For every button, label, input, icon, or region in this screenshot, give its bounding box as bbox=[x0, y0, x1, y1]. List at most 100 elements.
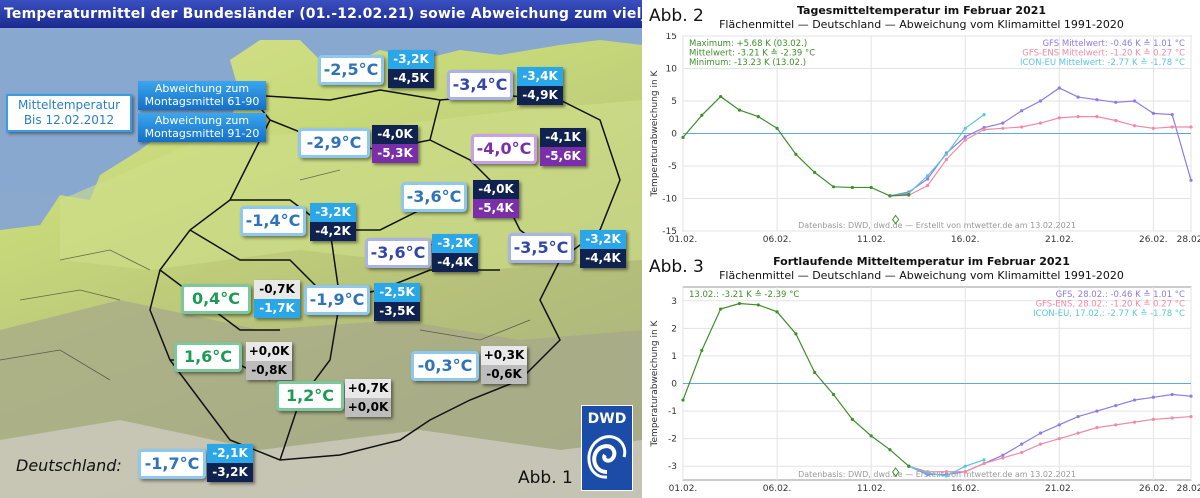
legend-main-line1: Mitteltemperatur bbox=[17, 98, 121, 112]
chart2-subtitle: Flächenmittel — Deutschland — Abweichung… bbox=[719, 269, 1124, 282]
deviation-91-20: -0,6K bbox=[481, 365, 527, 384]
series-point-gfs-ens bbox=[1095, 426, 1099, 430]
series-point-beobachtung bbox=[888, 448, 892, 452]
state-temperature-box: -0,3°C bbox=[411, 351, 479, 381]
info-right-line: GFS, 28.02.: -0.46 K ≙ 1.01 °C bbox=[1056, 290, 1185, 300]
figure-label-abb2: Abb. 2 bbox=[649, 6, 704, 26]
legend-deviation-91-20: Abweichung zum Montagsmittel 91-20 bbox=[138, 113, 266, 142]
state-temperature-box: -3,5°C bbox=[508, 233, 574, 263]
series-point-beobachtung bbox=[756, 115, 760, 119]
series-point-gfs bbox=[1151, 111, 1155, 115]
x-tick-label: 28.02. bbox=[1177, 484, 1200, 494]
legend-main-line2: Bis 12.02.2012 bbox=[23, 113, 115, 127]
state-deviation-stack: -3,2K -4,5K bbox=[388, 50, 434, 88]
series-point-beobachtung bbox=[850, 417, 854, 421]
state-deviation-stack: -4,0K -5,3K bbox=[372, 125, 418, 163]
series-point-gfs-ens bbox=[1038, 442, 1043, 446]
x-tick-label: 26.02. bbox=[1139, 484, 1168, 494]
y-tick-label: -15 bbox=[662, 227, 677, 237]
series-point-gfs bbox=[1151, 395, 1155, 399]
state-temperature-box: 0,4°C bbox=[181, 284, 251, 314]
state-deviation-stack: -4,0K -5,4K bbox=[473, 180, 519, 218]
series-point-beobachtung bbox=[775, 126, 779, 130]
state-temperature-box: -3,6°C bbox=[365, 238, 431, 268]
deviation-61-90: -4,0K bbox=[473, 180, 519, 199]
series-point-beobachtung bbox=[888, 194, 892, 198]
deviation-91-20: -0,8K bbox=[246, 361, 292, 380]
series-point-gfs-ens bbox=[1057, 116, 1061, 120]
y-tick-label: 0 bbox=[671, 380, 677, 390]
info-left-line: Mittelwert: -3.21 K ≙ -2.39 °C bbox=[689, 49, 815, 59]
deviation-61-90: -0,7K bbox=[254, 280, 300, 299]
deviation-91-20: -3,2K bbox=[207, 463, 253, 482]
series-point-beobachtung bbox=[869, 434, 873, 438]
series-point-gfs-ens bbox=[1001, 456, 1005, 460]
series-point-beobachtung bbox=[813, 170, 817, 175]
series-point-gfs-ens bbox=[1095, 115, 1099, 119]
y-tick-label: 3 bbox=[671, 297, 677, 307]
series-point-gfs bbox=[1001, 121, 1005, 125]
deviation-91-20: -4,9K bbox=[517, 86, 563, 105]
deviation-91-20: -1,7K bbox=[254, 299, 300, 318]
series-point-gfs-ens bbox=[1038, 121, 1043, 125]
state-deviation-stack: -3,2K -4,4K bbox=[580, 230, 626, 268]
state-deviation-stack: -4,1K -5,6K bbox=[540, 128, 586, 166]
series-point-gfs-ens bbox=[1020, 450, 1024, 455]
x-tick-label: 16.02. bbox=[951, 484, 980, 494]
series-point-gfs-ens bbox=[1170, 416, 1174, 420]
chart2-title: Fortlaufende Mitteltemperatur im Februar… bbox=[773, 255, 1070, 268]
series-point-gfs bbox=[1038, 431, 1043, 435]
series-point-beobachtung bbox=[775, 310, 779, 314]
legend-btn1-line2: Montagsmittel 61-90 bbox=[144, 95, 260, 108]
deviation-61-90: -4,0K bbox=[372, 125, 418, 144]
series-point-gfs bbox=[1170, 392, 1174, 397]
state-temperature-box: -1,4°C bbox=[240, 206, 306, 236]
series-point-icon-eu bbox=[925, 174, 930, 178]
series-point-gfs bbox=[1114, 100, 1118, 104]
series-point-beobachtung bbox=[719, 94, 723, 99]
x-tick-label: 16.02. bbox=[951, 235, 980, 245]
series-point-beobachtung bbox=[794, 332, 798, 336]
y-axis-label: Temperaturabweichung in K bbox=[650, 319, 660, 447]
info-left-line: 13.02.: -3.21 K ≙ -2.39 °C bbox=[689, 290, 799, 300]
series-point-gfs bbox=[1132, 398, 1137, 402]
info-left-line: Minimum: -13.23 K (13.02.) bbox=[689, 58, 806, 68]
series-point-beobachtung bbox=[907, 464, 911, 468]
deviation-61-90: +0,3K bbox=[481, 346, 527, 365]
x-tick-label: 06.02. bbox=[763, 235, 792, 245]
y-tick-label: 10 bbox=[666, 65, 678, 75]
info-right-line: ICON-EU, 17.02.: -2.77 K ≙ -1.78 °C bbox=[1033, 309, 1185, 319]
series-point-beobachtung bbox=[869, 185, 873, 190]
series-point-gfs bbox=[1020, 442, 1024, 446]
series-point-gfs-ens bbox=[1001, 126, 1005, 130]
chart-daily-mean: Abb. 2 Tagesmitteltemperatur im Februar … bbox=[643, 0, 1200, 249]
temperature-map: Temperaturmittel der Bundesländer (01.-1… bbox=[0, 0, 642, 498]
series-point-beobachtung bbox=[737, 108, 742, 112]
series-point-gfs-ens bbox=[963, 470, 967, 474]
series-point-gfs-ens bbox=[1076, 431, 1080, 435]
y-tick-label: -2 bbox=[668, 435, 677, 445]
series-point-gfs bbox=[925, 177, 930, 181]
series-point-gfs-ens bbox=[925, 183, 930, 188]
state-deviation-stack: +0,3K -0,6K bbox=[481, 346, 527, 384]
series-line-icon-eu bbox=[889, 114, 985, 197]
y-tick-label: -5 bbox=[668, 162, 677, 172]
state-temperature-box: -3,6°C bbox=[401, 182, 467, 212]
deviation-91-20: -5,6K bbox=[540, 147, 586, 166]
y-tick-label: -3 bbox=[668, 462, 677, 472]
series-point-gfs bbox=[1132, 99, 1137, 103]
series-point-gfs bbox=[1038, 99, 1043, 103]
series-point-gfs bbox=[1057, 423, 1061, 427]
y-tick-label: 1 bbox=[671, 352, 677, 362]
deviation-61-90: -2,1K bbox=[207, 444, 253, 463]
x-tick-label: 11.02. bbox=[857, 235, 886, 245]
series-point-beobachtung bbox=[794, 152, 798, 156]
map-title: Temperaturmittel der Bundesländer (01.-1… bbox=[0, 0, 642, 28]
chart1-subtitle: Flächenmittel — Deutschland — Abweichung… bbox=[719, 18, 1124, 31]
series-point-gfs bbox=[1076, 414, 1080, 419]
chart-running-mean: Abb. 3 Fortlaufende Mitteltemperatur im … bbox=[643, 250, 1200, 498]
figure-label-abb1: Abb. 1 bbox=[518, 468, 573, 488]
series-point-gfs-ens bbox=[1114, 423, 1118, 427]
series-point-beobachtung bbox=[831, 392, 836, 397]
